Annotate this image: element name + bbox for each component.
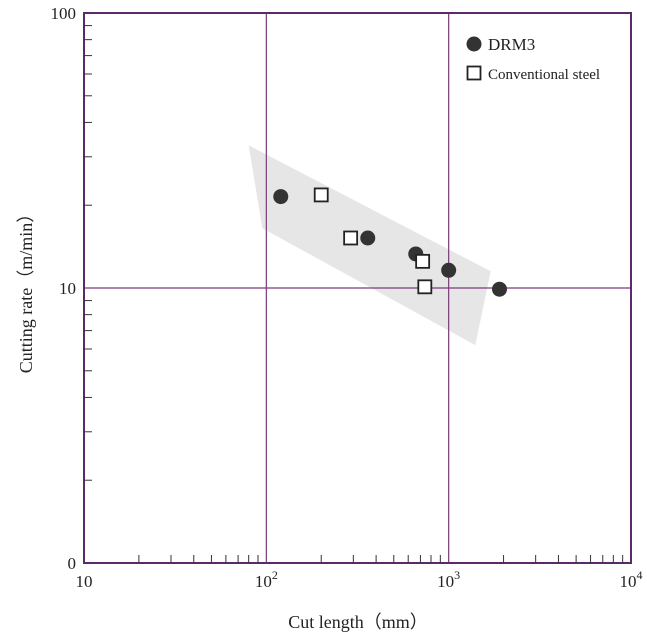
x-axis-label: Cut length（mm） <box>288 612 428 632</box>
legend-circle-marker <box>466 36 482 52</box>
conventional-steel-point <box>415 253 431 269</box>
y-axis-label: Cutting rate（m/min） <box>16 205 36 374</box>
drm3-point <box>273 189 289 205</box>
conventional-steel-point <box>313 187 329 203</box>
drm3-point <box>441 262 457 278</box>
x-tick-label: 102 <box>255 568 278 591</box>
data-points <box>273 187 507 297</box>
conventional-steel-point <box>417 279 433 295</box>
band-layer <box>248 145 491 346</box>
legend-square-marker <box>466 65 482 81</box>
tick-marks <box>84 25 624 563</box>
legend-label: DRM3 <box>488 35 535 54</box>
legend: DRM3 Conventional steel <box>466 35 600 83</box>
grid-layer <box>84 13 631 563</box>
x-tick-label: 104 <box>620 568 643 591</box>
legend-label: Conventional steel <box>488 67 600 83</box>
drm3-point <box>491 281 507 297</box>
conventional-steel-point <box>343 230 359 246</box>
x-tick-label: 10 <box>76 572 93 591</box>
trend-band <box>248 145 491 346</box>
plot-frame <box>83 12 632 564</box>
y-tick-label: 10 <box>59 279 76 298</box>
y-tick-label: 100 <box>51 4 77 23</box>
drm3-point <box>360 230 376 246</box>
y-tick-label: 0 <box>68 554 77 573</box>
x-tick-label: 103 <box>437 568 460 591</box>
plot-border <box>83 12 632 564</box>
